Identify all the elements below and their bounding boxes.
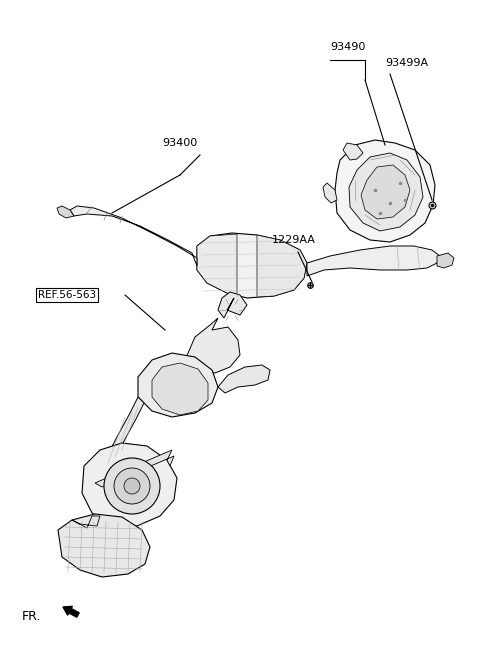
Polygon shape bbox=[343, 143, 363, 160]
Polygon shape bbox=[323, 183, 337, 203]
Polygon shape bbox=[361, 165, 410, 219]
FancyArrow shape bbox=[63, 606, 79, 617]
Circle shape bbox=[114, 468, 150, 504]
Polygon shape bbox=[197, 233, 307, 298]
Polygon shape bbox=[70, 206, 197, 266]
Polygon shape bbox=[82, 443, 177, 526]
Polygon shape bbox=[218, 292, 247, 318]
Circle shape bbox=[104, 458, 160, 514]
Circle shape bbox=[124, 478, 140, 494]
Polygon shape bbox=[152, 363, 208, 415]
Polygon shape bbox=[349, 153, 423, 231]
Text: 1229AA: 1229AA bbox=[272, 235, 316, 245]
Text: REF.56-563: REF.56-563 bbox=[38, 290, 96, 300]
Polygon shape bbox=[218, 365, 270, 393]
Text: 93400: 93400 bbox=[162, 138, 197, 148]
Polygon shape bbox=[57, 206, 74, 218]
Polygon shape bbox=[58, 514, 150, 577]
Polygon shape bbox=[138, 353, 218, 417]
Text: FR.: FR. bbox=[22, 611, 41, 623]
Polygon shape bbox=[307, 246, 440, 276]
Polygon shape bbox=[72, 516, 100, 528]
Polygon shape bbox=[257, 235, 307, 297]
Polygon shape bbox=[197, 234, 237, 296]
Polygon shape bbox=[95, 450, 174, 487]
Polygon shape bbox=[95, 397, 144, 487]
Text: 93490: 93490 bbox=[330, 42, 365, 52]
Text: 93499A: 93499A bbox=[385, 58, 428, 68]
Polygon shape bbox=[437, 253, 454, 268]
Polygon shape bbox=[335, 140, 435, 242]
Polygon shape bbox=[185, 318, 240, 373]
